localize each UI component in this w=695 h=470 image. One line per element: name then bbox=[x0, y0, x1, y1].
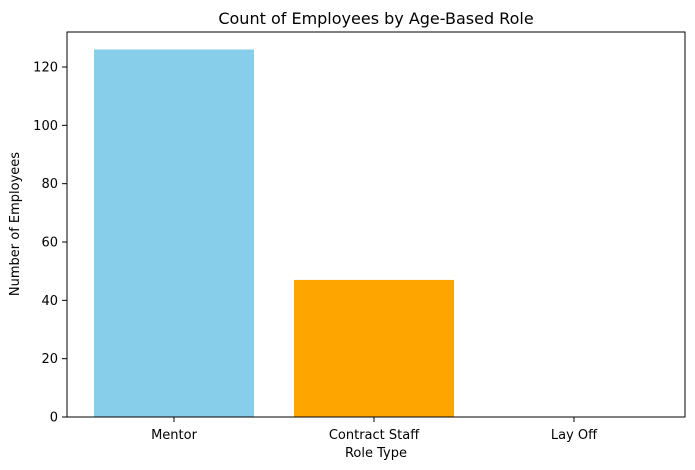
y-tick-label: 120 bbox=[33, 61, 58, 76]
y-tick-label: 20 bbox=[41, 352, 58, 367]
y-axis-label: Number of Employees bbox=[8, 152, 23, 296]
bar-mentor bbox=[94, 49, 254, 417]
bars-layer bbox=[94, 49, 454, 417]
x-axis-label: Role Type bbox=[345, 446, 407, 461]
x-tick-label: Mentor bbox=[151, 428, 198, 443]
y-axis: 0 20 40 60 80 100 120 bbox=[33, 61, 67, 426]
y-tick-label: 80 bbox=[41, 177, 58, 192]
x-axis: Mentor Contract Staff Lay Off bbox=[151, 417, 598, 443]
y-tick-label: 60 bbox=[41, 236, 58, 251]
y-tick-label: 100 bbox=[33, 119, 58, 134]
y-tick-label: 0 bbox=[50, 411, 58, 426]
x-tick-label: Contract Staff bbox=[329, 428, 420, 443]
plot-frame bbox=[66, 31, 686, 418]
bar-contract-staff bbox=[294, 279, 454, 417]
x-tick-label: Lay Off bbox=[551, 428, 598, 443]
y-tick-label: 40 bbox=[41, 294, 58, 309]
chart-title: Count of Employees by Age-Based Role bbox=[218, 9, 533, 28]
